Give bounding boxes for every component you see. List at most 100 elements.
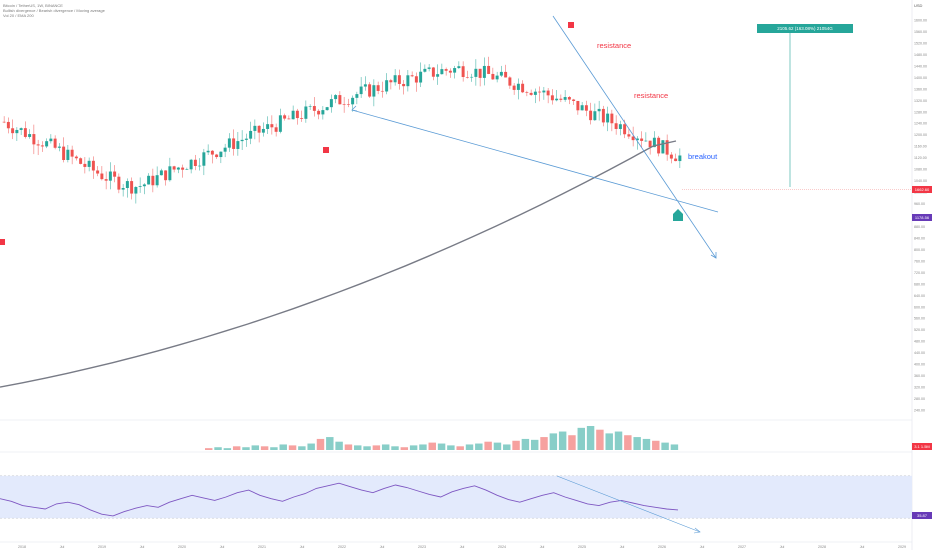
y-tick-label: 560.00 [914,317,925,321]
candle-body [559,98,563,100]
volume-bar [549,433,558,450]
x-tick-label: 2019 [98,545,106,549]
candle-body [36,144,40,146]
candle-body [74,156,78,159]
y-tick-label: 400.00 [914,363,925,367]
rsi-trendline [556,475,701,533]
volume-bar [242,447,250,450]
y-tick-label: 1560.00 [914,30,927,34]
x-tick-label: 2020 [178,545,186,549]
candle-body [287,118,291,120]
candle-body [487,65,491,74]
volume-bar [400,447,409,450]
volume-bar [596,429,604,450]
candle-body [202,152,206,166]
candle-body [385,80,389,92]
volume-bar [372,445,381,450]
y-tick-label: 1120.00 [914,156,927,160]
candle-body [181,167,185,170]
y-tick-label: 1360.00 [914,87,927,91]
candle-body [635,138,639,141]
candle-body [121,188,125,190]
candle-body [627,134,631,137]
candle-body [580,105,584,111]
volume-bar [344,444,353,450]
candle-body [11,128,15,134]
settings-header: Vol 20 / EMA 200 [3,13,34,18]
candle-body [198,165,202,167]
candle-body [448,70,452,73]
candle-body [23,128,27,137]
volume-bar [484,441,492,450]
candle-body [614,123,618,129]
candle-body [572,99,576,101]
candle-body [83,163,87,167]
candle-body [508,77,512,86]
volume-bar [512,440,520,450]
x-tick-label: Jul [380,545,385,549]
candle-body [423,68,427,72]
candle-body [546,90,550,96]
y-tick-label: 1080.00 [914,168,927,172]
x-tick-label: Jul [60,545,65,549]
volume-bar [251,445,260,450]
candle-body [40,145,44,147]
y-tick-label: 680.00 [914,282,925,286]
candle-body [495,75,499,80]
y-tick-label: 600.00 [914,305,925,309]
x-tick-label: 2026 [658,545,666,549]
currency-label: USD [914,3,923,8]
y-tick-label: 520.00 [914,328,925,332]
candle-body [70,149,74,157]
rsi-band [0,475,912,519]
candle-body [419,71,423,83]
volume-bar [456,446,464,450]
candle-body [431,67,435,77]
y-tick-label: 280.00 [914,397,925,401]
y-tick-label: 320.00 [914,386,925,390]
candle-body [406,75,410,87]
x-tick-label: 2022 [338,545,346,549]
volume-bar [288,445,297,450]
candle-body [491,73,495,80]
volume-bar [568,435,576,450]
ma-value-label: 1178.56 [912,214,932,221]
candle-body [329,99,333,108]
candle-body [325,107,329,111]
candle-body [49,138,53,142]
candle-body [283,115,287,119]
volume-bar [624,435,632,450]
candle-body [151,175,155,186]
y-tick-label: 440.00 [914,351,925,355]
candle-body [236,141,240,149]
y-tick-label: 1600.00 [914,19,927,23]
y-tick-label: 800.00 [914,248,925,252]
rsi-trendline-arrowhead [693,527,701,534]
candle-body [359,86,363,95]
candle-body [308,106,312,107]
candle-body [376,85,380,91]
candle-body [6,121,10,129]
x-tick-label: 2023 [418,545,426,549]
candle-body [108,171,112,181]
y-tick-label: 880.00 [914,225,925,229]
candle-body [516,83,520,90]
y-tick-label: 1440.00 [914,64,927,68]
candle-body [338,95,342,105]
volume-bar [661,442,669,450]
candle-body [393,75,397,83]
candle-body [576,100,580,111]
support-trendline [351,109,719,213]
volume-bar [428,442,436,450]
candle-body [363,84,367,87]
y-tick-label: 1240.00 [914,122,927,126]
candle-body [210,150,214,155]
candle-body [312,106,316,111]
volume-bar [493,442,502,450]
volume-bar [530,439,539,450]
candle-body [674,158,678,162]
candle-body [465,77,469,78]
candle-body [640,138,644,141]
candle-body [589,110,593,121]
x-tick-label: Jul [140,545,145,549]
